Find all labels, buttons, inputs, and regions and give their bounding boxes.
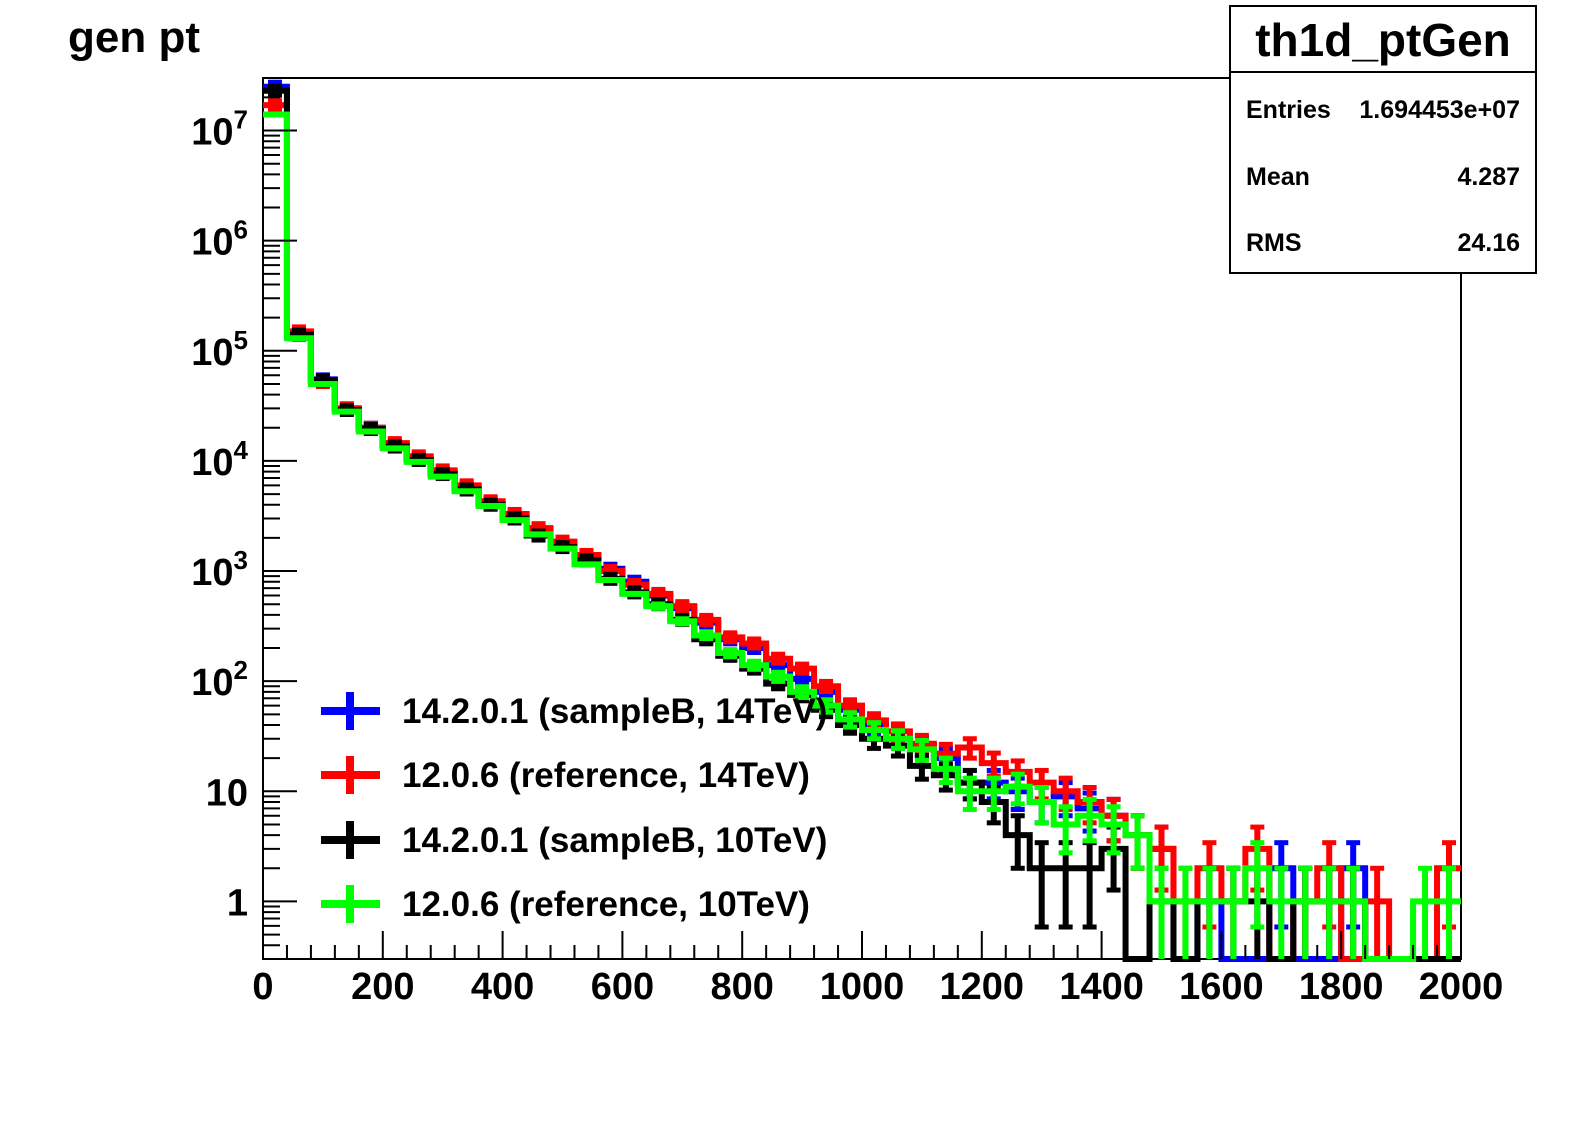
y-tick-label: 106 (191, 215, 248, 264)
legend-marker-green (321, 885, 380, 923)
series-2-point (267, 98, 282, 113)
y-tick-label: 10 (206, 772, 248, 814)
legend-label-black: 14.2.0.1 (sampleB, 10TeV) (402, 821, 827, 860)
series-2-point (699, 612, 714, 627)
x-tick-label: 800 (710, 966, 773, 1008)
stats-box: th1d_ptGen Entries 1.694453e+07 Mean 4.2… (1229, 5, 1537, 274)
series-3-point (267, 83, 282, 98)
series-4 (263, 111, 1461, 962)
series-2-point (795, 661, 810, 676)
y-tick-label: 1 (227, 882, 248, 924)
x-tick-label: 1600 (1179, 966, 1264, 1008)
legend: 14.2.0.1 (sampleB, 14TeV) 12.0.6 (refere… (321, 692, 827, 924)
legend-label-red: 12.0.6 (reference, 14TeV) (402, 756, 810, 795)
series-2-point (819, 679, 834, 694)
legend-marker-red (321, 756, 380, 794)
series-2-point (675, 599, 690, 614)
legend-marker-black (321, 821, 380, 859)
y-tick-label: 103 (191, 545, 248, 594)
legend-label-blue: 14.2.0.1 (sampleB, 14TeV) (402, 692, 827, 731)
stats-entries-label: Entries (1246, 96, 1331, 124)
x-tick-label: 400 (471, 966, 534, 1008)
stats-rms-value: 24.16 (1457, 229, 1520, 257)
x-tick-label: 2000 (1419, 966, 1504, 1008)
legend-entry-green: 12.0.6 (reference, 10TeV) (321, 885, 810, 924)
y-tick-label: 105 (191, 325, 248, 374)
stats-mean-value: 4.287 (1457, 163, 1520, 191)
legend-marker-blue (321, 692, 380, 730)
series-4-step-line (263, 111, 1461, 962)
series-2-point (747, 636, 762, 651)
legend-entry-blue: 14.2.0.1 (sampleB, 14TeV) (321, 692, 827, 731)
y-tick-label: 107 (191, 105, 248, 154)
stats-rms-label: RMS (1246, 229, 1302, 257)
x-tick-label: 1800 (1299, 966, 1384, 1008)
y-tick-label: 104 (191, 435, 248, 484)
stats-histogram-name: th1d_ptGen (1255, 14, 1511, 66)
legend-entry-red: 12.0.6 (reference, 14TeV) (321, 756, 810, 795)
chart-title: gen pt (68, 13, 200, 62)
y-tick-label: 102 (191, 655, 248, 704)
x-tick-label: 200 (351, 966, 414, 1008)
x-tick-label: 1400 (1059, 966, 1144, 1008)
legend-label-green: 12.0.6 (reference, 10TeV) (402, 885, 810, 924)
x-tick-label: 600 (591, 966, 654, 1008)
legend-entry-black: 14.2.0.1 (sampleB, 10TeV) (321, 821, 827, 860)
series-2-point (723, 630, 738, 645)
axes: 0 200 400 600 800 1000 1200 1400 1600 1800 2000 1 10… (191, 77, 1504, 1008)
stats-box-frame (1229, 5, 1537, 274)
series-layer (263, 79, 1461, 962)
series-2-point (771, 651, 786, 666)
x-tick-label: 0 (252, 966, 273, 1008)
x-tick-label: 1200 (940, 966, 1025, 1008)
series-2-point (843, 698, 858, 713)
stats-mean-label: Mean (1246, 163, 1310, 191)
stats-entries-value: 1.694453e+07 (1359, 96, 1520, 124)
x-tick-label: 1000 (820, 966, 905, 1008)
